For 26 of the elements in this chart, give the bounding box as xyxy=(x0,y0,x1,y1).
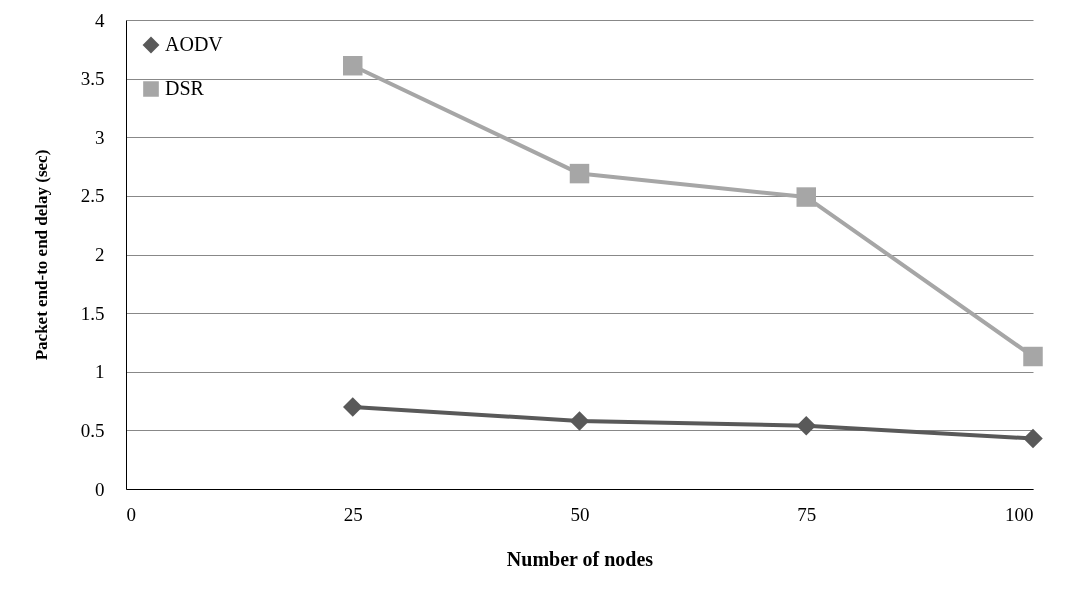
x-tick-label: 100 xyxy=(1005,503,1034,525)
point xyxy=(343,55,363,76)
legend-label: DSR xyxy=(165,77,205,99)
legend-label: AODV xyxy=(165,33,224,55)
y-tick-label: 4 xyxy=(95,9,105,31)
point xyxy=(796,187,816,207)
point xyxy=(1023,346,1043,367)
x-tick-label: 25 xyxy=(343,503,363,525)
point xyxy=(569,163,590,184)
y-axis-title: Packet end-to end delay (sec) xyxy=(31,149,51,361)
x-tick-label: 0 xyxy=(126,503,136,525)
point xyxy=(796,415,816,436)
y-tick-label: 0 xyxy=(95,478,105,500)
point xyxy=(1023,428,1043,449)
point xyxy=(343,397,363,417)
y-tick-label: 1.5 xyxy=(80,302,105,324)
point xyxy=(569,411,590,431)
y-tick-label: 2.5 xyxy=(80,185,105,207)
y-tick-label: 3.5 xyxy=(80,68,105,90)
y-tick-label: 3 xyxy=(95,126,105,148)
y-tick-label: 2 xyxy=(95,244,105,265)
y-tick-label: 0.5 xyxy=(80,419,105,441)
x-axis-title: Number of nodes xyxy=(506,547,654,570)
x-tick-label: 50 xyxy=(570,503,590,525)
x-tick-label: 75 xyxy=(797,503,817,525)
y-tick-label: 1 xyxy=(95,361,105,383)
